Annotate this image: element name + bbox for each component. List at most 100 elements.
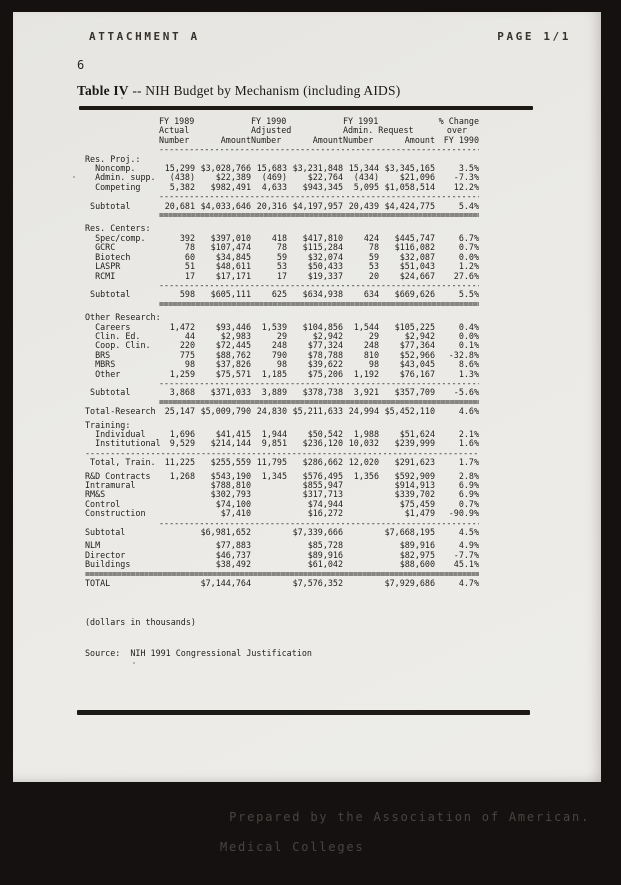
table-cell	[159, 500, 195, 509]
table-cell	[343, 490, 379, 499]
table-cell: $77,883	[215, 540, 251, 551]
table-cell: $1,058,514	[384, 181, 435, 192]
dashed-separator: ----------------------------------------…	[159, 145, 479, 155]
table-row: Subtotal 3,868 $371,033 3,889 $378,738 3,921 $…	[85, 387, 601, 397]
table-cell: $4,424,775	[384, 200, 435, 211]
row-label: R&D Contracts	[85, 470, 151, 481]
table-cell: $592,909	[394, 470, 435, 481]
table-cell: 29	[368, 330, 379, 341]
table-cell: 27.6%	[453, 270, 479, 281]
table-cell: $4,197,957	[292, 200, 343, 211]
table-cell: 4.7%	[458, 578, 479, 589]
column-header: Amount	[404, 134, 435, 145]
table-cell: 1.3%	[458, 368, 479, 379]
table-cell: 5,095	[353, 181, 379, 192]
table-cell: 60	[184, 251, 195, 262]
double-separator: ========================================…	[85, 569, 479, 579]
table-cell: $3,231,848	[292, 163, 343, 174]
table-cell: 12.2%	[453, 181, 479, 192]
table-cell: $855,947	[302, 480, 343, 491]
section-label: Res. Proj.:	[85, 153, 141, 164]
table-cell: 3.5%	[458, 163, 479, 174]
row-label: Competing	[85, 181, 141, 192]
row-label: Biotech	[85, 251, 131, 262]
table-cell: $214,144	[210, 438, 251, 449]
table-cell: 0.0%	[458, 251, 479, 262]
table-cell	[251, 541, 287, 550]
table-cell: $104,856	[302, 321, 343, 332]
table-cell	[159, 528, 195, 537]
table-cell: $50,542	[307, 429, 343, 439]
table-cell: $16,272	[307, 508, 343, 519]
table-cell: 248	[271, 340, 287, 351]
table-cell: 9,851	[261, 438, 287, 449]
table-cell: 1,192	[353, 368, 379, 379]
table-cell: $7,144,764	[200, 578, 251, 589]
row-label: RM&S	[85, 489, 106, 500]
prepared-by-line1: Prepared by the Association of American.	[229, 809, 591, 824]
table-cell: $76,167	[399, 368, 435, 379]
table-row: Construction $7,410 $16,272 $1,479 -90.9%	[85, 508, 601, 519]
table-cell: 98	[276, 359, 287, 370]
table-cell: $82,975	[399, 549, 435, 560]
table-cell: $788,810	[210, 480, 251, 491]
table-row: NLM $77,883 $85,728 $89,916 4.9%	[85, 540, 601, 551]
row-label: Construction	[85, 508, 146, 519]
table-cell: $7,668,195	[384, 527, 435, 538]
table-cell: $2,942	[404, 330, 435, 341]
table-cell: 15,344	[348, 163, 379, 174]
table-cell: $286,662	[302, 457, 343, 468]
table-cell: 15,299	[164, 163, 195, 174]
table-row: Subtotal $6,981,652 $7,339,666 $7,668,195 4.…	[85, 527, 601, 538]
table-cell: 45.1%	[453, 559, 479, 570]
table-cell: $5,009,790	[200, 406, 251, 417]
table-cell: $116,082	[394, 242, 435, 253]
table-row: Individual 1,696 $41,415 1,944 $50,542 1,988 $…	[85, 429, 601, 439]
table-cell: 0.1%	[458, 340, 479, 351]
table-cell	[159, 490, 195, 499]
table-row: Admin. supp. (438) $22,389 (469) $22,764 (434…	[85, 172, 601, 183]
section-row: Training:	[85, 420, 601, 430]
table-cell: $445,747	[394, 232, 435, 243]
table-cell: 6.9%	[458, 489, 479, 500]
table-row: R&D Contracts 1,268 $543,190 1,345 $576,495 1…	[85, 470, 601, 481]
row-label: TOTAL	[85, 578, 111, 589]
table-cell: 1.7%	[458, 457, 479, 468]
table-cell: 4.5%	[458, 527, 479, 538]
table-cell: 51	[184, 261, 195, 272]
dashed-separator: ----------------------------------------…	[159, 518, 479, 528]
table-cell: $85,728	[307, 540, 343, 551]
table-cell: $239,999	[394, 438, 435, 449]
table-cell: $75,459	[399, 498, 435, 509]
table-cell: $17,171	[215, 270, 251, 281]
table-cell: (469)	[261, 172, 287, 183]
table-row: TOTAL $7,144,764 $7,576,352 $7,929,686 4.7%	[85, 578, 601, 589]
budget-table: FY 1989 FY 1990 FY 1991 % Change Actual Adjus…	[85, 116, 601, 589]
table-cell: 9,529	[169, 438, 195, 449]
table-footnotes: (dollars in thousands) Source: NIH 1991 …	[85, 596, 601, 680]
table-row: Biotech 60 $34,845 59 $32,074 59 $32,087 0.0%	[85, 251, 601, 262]
table-cell: 53	[368, 261, 379, 272]
table-cell: 11,225	[164, 457, 195, 468]
table-cell	[343, 481, 379, 490]
table-cell	[251, 579, 287, 588]
table-cell: 15,683	[256, 163, 287, 174]
table-row: Buildings $38,492 $61,042 $88,600 45.1%	[85, 559, 601, 570]
table-cell: 1,696	[169, 429, 195, 439]
table-cell	[343, 500, 379, 509]
row-label: MBRS	[85, 359, 116, 370]
double-separator: ========================================…	[159, 397, 479, 407]
table-cell: $75,206	[307, 368, 343, 379]
table-cell: 78	[276, 242, 287, 253]
row-label: Subtotal	[85, 289, 131, 300]
table-cell: 4.6%	[458, 406, 479, 417]
row-label: Subtotal	[85, 200, 131, 211]
dust-speck	[133, 662, 135, 664]
table-cell: $51,624	[399, 429, 435, 439]
table-cell: $397,010	[210, 232, 251, 243]
table-cell: $38,492	[215, 559, 251, 570]
table-cell	[343, 528, 379, 537]
column-group-label: FY 1991	[343, 116, 379, 126]
section-row: Res. Proj.:	[85, 153, 601, 164]
table-row: Noncomp. 15,299 $3,028,766 15,683 $3,231,848…	[85, 163, 601, 174]
